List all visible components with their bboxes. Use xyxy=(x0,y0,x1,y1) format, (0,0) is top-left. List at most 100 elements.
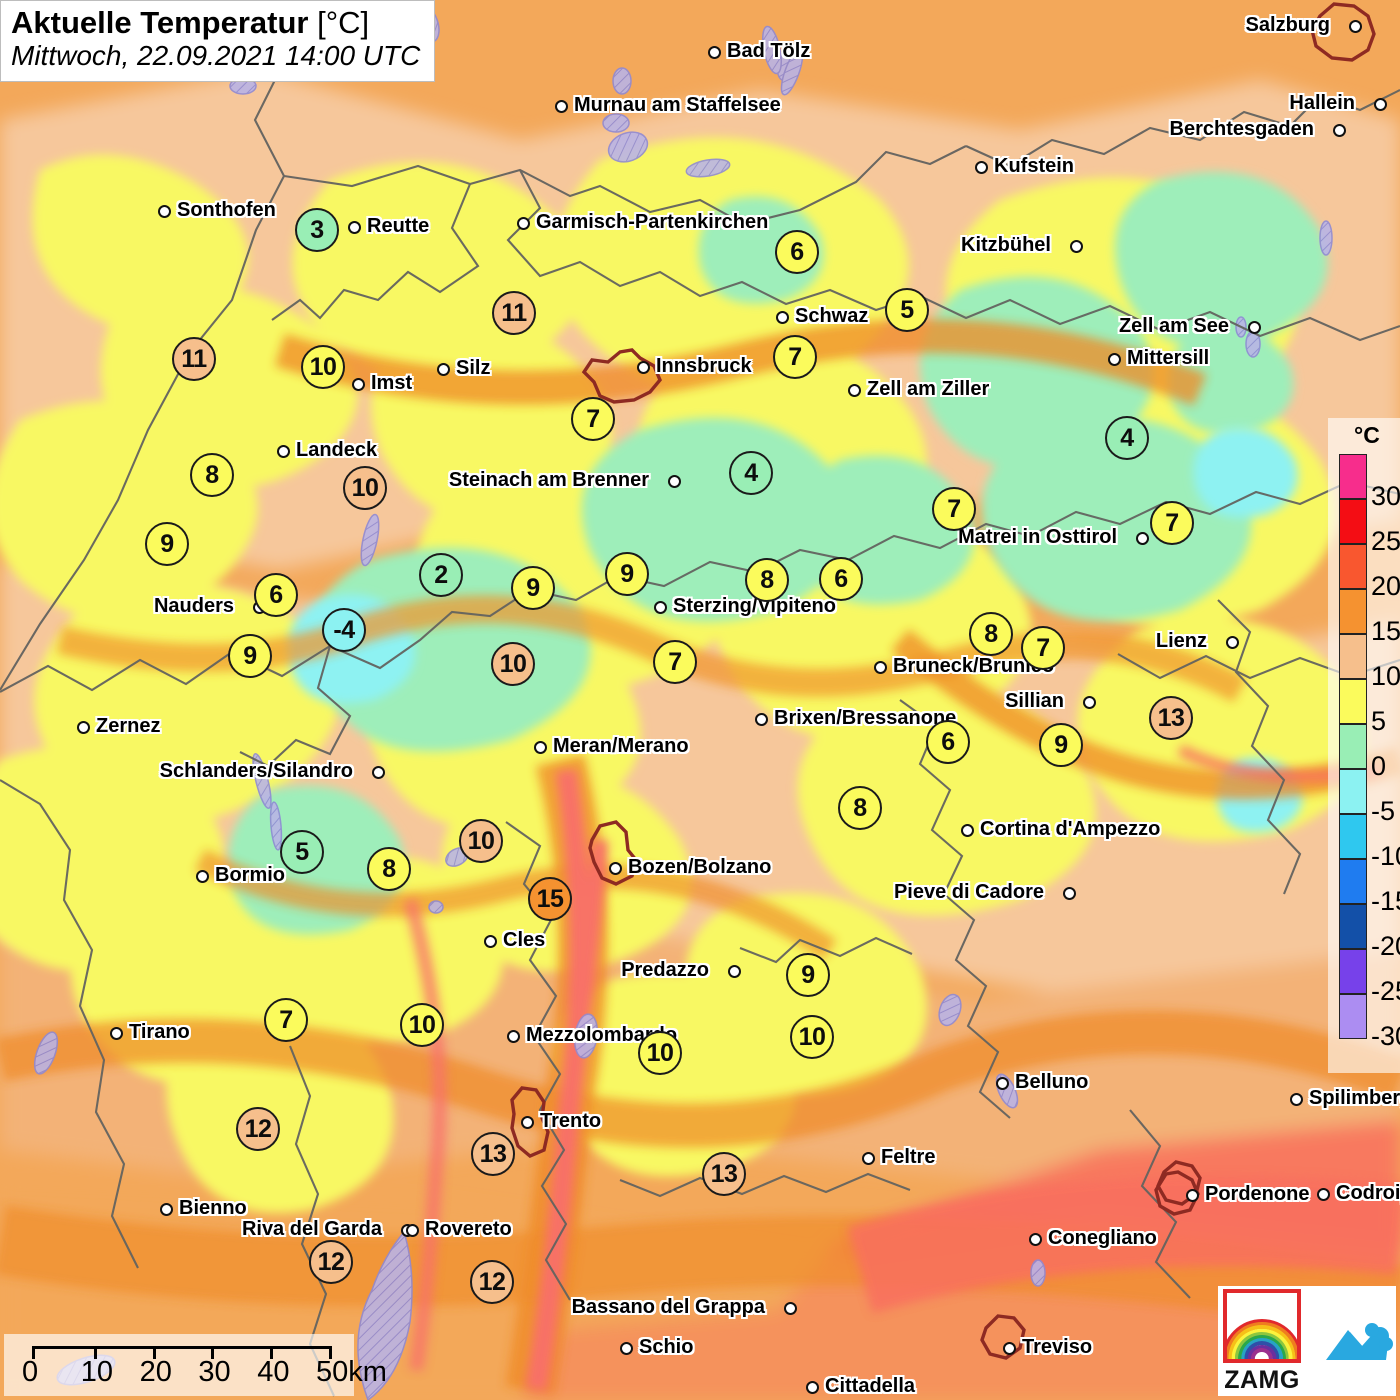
station-temperature-marker[interactable]: 4 xyxy=(729,451,773,495)
city-dot-icon xyxy=(1186,1189,1199,1202)
station-temperature-marker[interactable]: 7 xyxy=(264,998,308,1042)
city-label: Murnau am Staffelsee xyxy=(574,94,781,116)
city-dot-icon xyxy=(507,1030,520,1043)
city-label: Conegliano xyxy=(1048,1227,1157,1249)
station-temperature-marker[interactable]: -4 xyxy=(322,608,366,652)
station-temperature-marker[interactable]: 4 xyxy=(1105,416,1149,460)
city-dot-icon xyxy=(77,721,90,734)
station-temperature-marker[interactable]: 11 xyxy=(172,337,216,381)
legend-row: 10 xyxy=(1339,634,1400,691)
legend-tick-label: 5 xyxy=(1371,706,1387,736)
station-temperature-marker[interactable]: 2 xyxy=(419,553,463,597)
legend-row: -5 xyxy=(1339,769,1395,826)
scale-tick-label: 0 xyxy=(22,1356,39,1388)
station-temperature-marker[interactable]: 12 xyxy=(470,1260,514,1304)
station-temperature-marker[interactable]: 10 xyxy=(301,345,345,389)
station-temperature-marker[interactable]: 15 xyxy=(528,877,572,921)
city-label: Sillian xyxy=(1005,690,1064,712)
station-temperature-marker[interactable]: 6 xyxy=(775,230,819,274)
station-temperature-marker[interactable]: 6 xyxy=(819,557,863,601)
station-temperature-marker[interactable]: 9 xyxy=(786,953,830,997)
legend-tick-label: -25 xyxy=(1371,976,1400,1006)
legend-tick-label: -10 xyxy=(1371,841,1400,871)
city-label: Pordenone xyxy=(1205,1183,1310,1205)
station-temperature-marker[interactable]: 10 xyxy=(459,819,503,863)
station-temperature-marker[interactable]: 9 xyxy=(1039,723,1083,767)
station-temperature-marker[interactable]: 7 xyxy=(773,335,817,379)
page-title: Aktuelle Temperatur [°C] xyxy=(11,6,420,40)
scale-tick-mark xyxy=(211,1349,215,1359)
legend-row: 20 xyxy=(1339,544,1400,601)
station-temperature-marker[interactable]: 10 xyxy=(790,1015,834,1059)
station-temperature-marker[interactable]: 6 xyxy=(926,720,970,764)
city-dot-icon xyxy=(975,161,988,174)
scale-tick-mark xyxy=(152,1349,156,1359)
station-temperature-marker[interactable]: 5 xyxy=(885,288,929,332)
legend-tick-label: 15 xyxy=(1371,616,1400,646)
station-temperature-marker[interactable]: 13 xyxy=(702,1152,746,1196)
legend-swatch xyxy=(1339,454,1367,499)
station-temperature-marker[interactable]: 8 xyxy=(838,786,882,830)
city-dot-icon xyxy=(1349,20,1362,33)
city-dot-icon xyxy=(406,1224,419,1237)
city-dot-icon xyxy=(862,1152,875,1165)
station-temperature-marker[interactable]: 3 xyxy=(295,208,339,252)
station-temperature-marker[interactable]: 8 xyxy=(969,612,1013,656)
station-temperature-marker[interactable]: 7 xyxy=(571,397,615,441)
station-temperature-marker[interactable]: 13 xyxy=(471,1132,515,1176)
station-temperature-marker[interactable]: 9 xyxy=(228,634,272,678)
legend-tick-label: 20 xyxy=(1371,571,1400,601)
station-temperature-marker[interactable]: 8 xyxy=(367,847,411,891)
map-timestamp: Mittwoch, 22.09.2021 14:00 UTC xyxy=(11,39,421,71)
city-label: Rovereto xyxy=(425,1218,512,1240)
station-temperature-marker[interactable]: 11 xyxy=(492,291,536,335)
city-dot-icon xyxy=(708,46,721,59)
city-dot-icon xyxy=(1290,1093,1303,1106)
station-temperature-marker[interactable]: 7 xyxy=(653,640,697,684)
city-dot-icon xyxy=(961,824,974,837)
station-temperature-marker[interactable]: 7 xyxy=(1021,626,1065,670)
city-label: Spilimbergo xyxy=(1309,1087,1400,1109)
scale-bar-line xyxy=(32,1346,332,1359)
city-label: Garmisch-Partenkirchen xyxy=(536,211,769,233)
city-dot-icon xyxy=(728,965,741,978)
scale-tick-mark xyxy=(93,1349,97,1359)
station-temperature-marker[interactable]: 10 xyxy=(491,642,535,686)
city-dot-icon xyxy=(620,1342,633,1355)
city-dot-icon xyxy=(534,741,547,754)
station-temperature-marker[interactable]: 5 xyxy=(280,830,324,874)
station-temperature-marker[interactable]: 8 xyxy=(190,453,234,497)
legend-tick-label: -30 xyxy=(1371,1021,1400,1051)
legend-swatch xyxy=(1339,994,1367,1039)
station-temperature-marker[interactable]: 9 xyxy=(511,566,555,610)
station-temperature-marker[interactable]: 10 xyxy=(400,1003,444,1047)
station-temperature-marker[interactable]: 7 xyxy=(932,487,976,531)
city-dot-icon xyxy=(1063,887,1076,900)
scale-tick-label: 10 xyxy=(80,1356,114,1388)
legend-tick-label: 30 xyxy=(1371,481,1400,511)
city-label: Tirano xyxy=(129,1021,190,1043)
map-title-box: Aktuelle Temperatur [°C] Mittwoch, 22.09… xyxy=(0,0,436,82)
city-label: Treviso xyxy=(1022,1336,1093,1358)
station-temperature-marker[interactable]: 12 xyxy=(309,1240,353,1284)
station-temperature-marker[interactable]: 12 xyxy=(236,1107,280,1151)
station-temperature-marker[interactable]: 10 xyxy=(343,466,387,510)
city-label: Bormio xyxy=(215,864,285,886)
city-dot-icon xyxy=(372,766,385,779)
station-temperature-marker[interactable]: 9 xyxy=(145,522,189,566)
city-label: Codroipo xyxy=(1336,1182,1400,1204)
city-label: Riva del Garda xyxy=(241,1218,382,1240)
legend-swatches: 30 25 20 15 10 5 0 -5 -10 -15 -20 -25 -30 xyxy=(1339,454,1400,1051)
legend-row: -20 xyxy=(1339,904,1400,961)
station-temperature-marker[interactable]: 7 xyxy=(1150,501,1194,545)
station-temperature-marker[interactable]: 8 xyxy=(745,558,789,602)
station-temperature-marker[interactable]: 9 xyxy=(605,552,649,596)
city-dot-icon xyxy=(806,1381,819,1394)
station-temperature-marker[interactable]: 13 xyxy=(1149,696,1193,740)
station-temperature-marker[interactable]: 6 xyxy=(254,573,298,617)
legend-row: 0 xyxy=(1339,724,1386,781)
scale-tick-mark xyxy=(270,1349,274,1359)
legend-swatch xyxy=(1339,499,1367,544)
station-temperature-marker[interactable]: 10 xyxy=(638,1031,682,1075)
